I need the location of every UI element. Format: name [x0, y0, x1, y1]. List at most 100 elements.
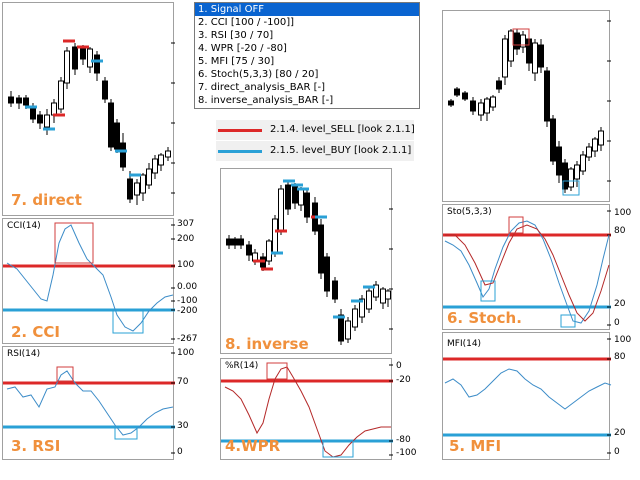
candle-body	[16, 97, 22, 104]
candle-body	[165, 150, 171, 158]
chart3-signal-box	[512, 28, 530, 46]
candle-body	[232, 238, 238, 246]
dropdown-item-direct-analysis[interactable]: 7. direct_analysis_BAR [-]	[198, 82, 326, 93]
candle-body	[58, 80, 64, 110]
cci-tick: 200	[177, 234, 195, 244]
candle-body	[502, 38, 508, 78]
legend-sell-line	[218, 129, 262, 132]
candle-body	[134, 182, 140, 196]
candle-body	[338, 314, 344, 342]
candle-body	[380, 288, 386, 304]
candle-body	[114, 122, 120, 150]
stoch-tick: 0	[614, 318, 620, 328]
inverse-label: 8. inverse	[225, 335, 309, 353]
candle-body	[373, 284, 379, 298]
candle-body	[272, 218, 278, 254]
price-panel-3	[442, 10, 611, 202]
price-chart-3	[448, 20, 611, 196]
candle-body	[226, 238, 232, 246]
legend-buy-text: 2.1.5. level_BUY [look 2.1.1]	[270, 145, 412, 156]
candle-body	[538, 44, 544, 68]
stoch-tick: 80	[614, 226, 626, 236]
cci-chart	[3, 222, 175, 340]
candle-body	[586, 146, 592, 158]
wpr-panel: %R(14) 4.WPR	[220, 358, 393, 460]
dropdown-item-inverse-analysis[interactable]: 8. inverse_analysis_BAR [-]	[198, 95, 334, 106]
candle-body	[102, 80, 108, 100]
stoch-chart	[443, 210, 611, 328]
candle-body	[44, 114, 50, 128]
candle-body	[108, 102, 114, 148]
dropdown-item-signal-off[interactable]: 1. Signal OFF	[195, 3, 419, 16]
candle-body	[462, 92, 468, 100]
candle-body	[550, 118, 556, 162]
candle-body	[8, 96, 14, 104]
cci-tick: -100	[177, 296, 198, 306]
candle-body	[385, 290, 391, 300]
rsi-panel: RSI(14) 3. RSI	[2, 346, 175, 460]
candle-body	[359, 298, 365, 318]
candle-body	[318, 224, 324, 274]
wpr-indicator-line	[224, 366, 391, 458]
rsi-tick: 100	[177, 348, 195, 358]
rsi-title: RSI(14)	[7, 349, 41, 359]
cci-panel: CCI(14) 2. CCI	[2, 218, 175, 344]
mfi-label: 5. MFI	[449, 437, 502, 455]
rsi-tick: 30	[177, 421, 189, 431]
dropdown-item-mfi[interactable]: 5. MFI [75 / 30]	[198, 56, 275, 67]
dropdown-item-rsi[interactable]: 3. RSI [30 / 70]	[198, 30, 274, 41]
mfi-indicator-line	[444, 368, 612, 410]
mfi-chart	[443, 338, 612, 454]
rsi-tick: 0	[177, 447, 183, 457]
candle-body	[80, 48, 86, 60]
cci-tick: -267	[177, 334, 198, 344]
stoch-signal-box	[480, 280, 496, 302]
legend-buy-line	[218, 150, 262, 153]
candle-body	[508, 30, 514, 62]
direct-price-panel: 7. direct	[2, 2, 175, 216]
cci-signal-box	[112, 310, 144, 334]
wpr-title: %R(14)	[225, 361, 259, 371]
mfi-tick: 20	[614, 428, 626, 438]
candle-body	[64, 50, 70, 84]
wpr-tick: -100	[396, 448, 417, 458]
direct-label: 7. direct	[11, 191, 82, 209]
dropdown-item-wpr[interactable]: 4. WPR [-20 / -80]	[198, 43, 287, 54]
candle-body	[94, 54, 100, 74]
candle-body	[292, 186, 298, 204]
candle-body	[324, 256, 330, 292]
candle-body	[580, 154, 586, 172]
wpr-signal-box	[266, 362, 288, 380]
wpr-tick: 0	[396, 361, 402, 371]
chart3-signal-box	[562, 180, 580, 196]
mfi-tick: 0	[614, 447, 620, 457]
signal-dropdown-list[interactable]: 1. Signal OFF 2. CCI [100 / -100]] 3. RS…	[194, 2, 420, 109]
wpr-label: 4.WPR	[225, 437, 281, 455]
dropdown-item-cci[interactable]: 2. CCI [100 / -100]]	[198, 17, 295, 28]
candle-body	[120, 142, 126, 168]
wpr-signal-box	[322, 440, 354, 458]
candle-body	[490, 96, 496, 108]
candle-body	[158, 154, 164, 166]
cci-label: 2. CCI	[11, 323, 60, 341]
dropdown-item-stoch[interactable]: 6. Stoch(5,3,3) [80 / 20]	[198, 69, 319, 80]
candle-body	[246, 244, 252, 256]
candle-body	[23, 97, 29, 106]
candle-body	[332, 280, 338, 300]
mfi-tick: 80	[614, 352, 626, 362]
candle-body	[352, 308, 358, 328]
candle-body	[152, 158, 158, 174]
candle-body	[496, 80, 502, 90]
stoch-label: 6. Stoch.	[447, 309, 522, 327]
rsi-label: 3. RSI	[11, 437, 61, 455]
mfi-title: MFI(14)	[447, 339, 482, 349]
stoch-panel: Sto(5,3,3) 6. Stoch.	[442, 204, 611, 330]
wpr-chart	[221, 362, 393, 458]
candle-body	[266, 240, 272, 262]
candle-body	[448, 100, 454, 106]
candle-body	[298, 188, 304, 206]
candle-body	[87, 48, 93, 68]
candle-body	[574, 164, 580, 180]
rsi-signal-box	[114, 426, 138, 440]
candle-body	[37, 114, 43, 124]
